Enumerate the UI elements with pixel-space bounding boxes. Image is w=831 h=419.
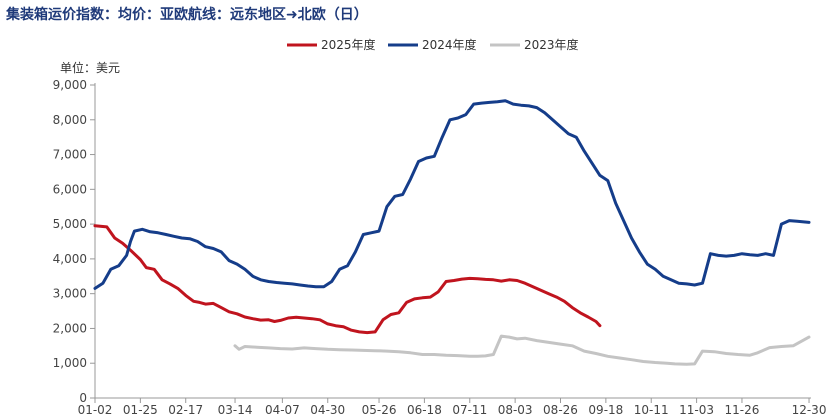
y-tick-label: 1,000 [53,356,87,370]
x-tick-label: 12-30 [792,403,827,417]
series-line-3 [233,334,811,366]
x-tick-label: 04-30 [310,403,345,417]
x-tick-label: 06-18 [407,403,442,417]
x-tick-label: 11-26 [725,403,760,417]
x-tick-label: 05-26 [362,403,397,417]
x-tick-label: 10-11 [634,403,669,417]
x-tick-label: 01-25 [123,403,158,417]
x-tick-label: 08-03 [498,403,533,417]
x-tick-label: 04-07 [265,403,300,417]
unit-label: 单位：美元 [60,60,120,75]
x-tick-label: 02-17 [168,403,203,417]
series-line-1 [93,224,602,335]
x-tick-label: 11-03 [679,403,714,417]
x-tick-label: 03-14 [218,403,253,417]
series-layer [93,99,811,366]
x-tick-label: 07-11 [452,403,487,417]
y-tick-label: 0 [79,391,87,405]
y-tick-label: 4,000 [53,252,87,266]
chart-title: 集装箱运价指数：均价：亚欧航线：远东地区➜北欧（日） [6,7,368,23]
y-tick-label: 9,000 [53,78,87,92]
y-axis: 0 1,000 2,000 3,000 4,000 5,000 6,000 7,000 8,00… [53,78,96,405]
y-tick-label: 7,000 [53,148,87,162]
legend-label-2: 2024年度 [422,37,477,52]
y-tick-label: 5,000 [53,217,87,231]
x-tick-label: 09-18 [588,403,623,417]
series-line-2 [93,99,811,290]
x-tick-label: 08-26 [543,403,578,417]
y-tick-label: 8,000 [53,113,87,127]
legend-label-3: 2023年度 [524,37,579,52]
y-tick-label: 6,000 [53,182,87,196]
y-tick-label: 2,000 [53,321,87,335]
y-tick-label: 3,000 [53,287,87,301]
legend-label-1: 2025年度 [321,37,376,52]
legend: 2025年度 2024年度 2023年度 [287,37,579,52]
x-axis: 01-02 01-25 02-17 03-14 04-07 04-30 05-26 06-18… [78,397,827,417]
x-tick-label: 01-02 [78,403,113,417]
